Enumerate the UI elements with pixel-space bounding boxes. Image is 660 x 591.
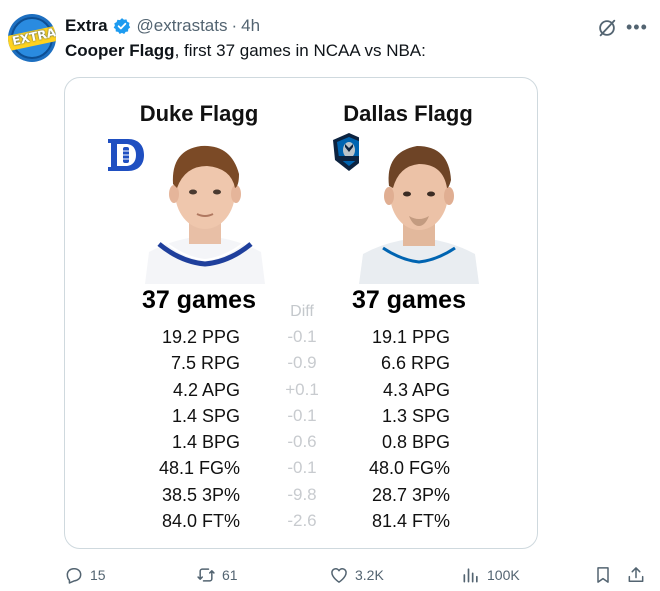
verified-badge-icon [113, 18, 130, 34]
more-icon[interactable]: ••• [626, 17, 648, 37]
right-stat: 81.4 FT% [371, 511, 450, 532]
stats-table: 19.2 PPG -0.1 19.1 PPG 7.5 RPG -0.9 6.6 … [65, 324, 537, 534]
post-text: Cooper Flagg, first 37 games in NCAA vs … [65, 41, 426, 61]
left-games-count: 37 games [142, 286, 256, 314]
right-stat: 0.8 BPG [381, 432, 450, 453]
share-button[interactable] [626, 562, 652, 588]
right-stat: 19.1 PPG [371, 327, 450, 347]
left-stat: 84.0 FT% [161, 511, 240, 532]
left-stat: 7.5 RPG [170, 353, 240, 374]
diff-stat: -2.6 [287, 511, 317, 531]
stat-row: 84.0 FT% -2.6 81.4 FT% [65, 508, 537, 534]
repost-count: 61 [222, 567, 238, 583]
right-column-title: Dallas Flagg [343, 101, 473, 126]
reply-count: 15 [90, 567, 106, 583]
grok-icon[interactable] [596, 17, 618, 39]
diff-stat: -0.1 [287, 458, 317, 478]
diff-stat: -9.8 [287, 484, 317, 504]
post-text-bold: Cooper Flagg [65, 41, 175, 60]
left-stat: 4.2 APG [172, 379, 240, 400]
diff-column-header: Diff [290, 303, 314, 320]
left-stat: 1.4 BPG [171, 432, 240, 453]
bookmark-icon [597, 567, 609, 583]
right-stat: 1.3 SPG [381, 405, 450, 426]
display-name[interactable]: Extra [65, 16, 108, 35]
media-card[interactable]: Duke Flagg Dallas Flagg [64, 77, 538, 549]
duke-player-photo [145, 130, 265, 284]
stat-row: 4.2 APG +0.1 4.3 APG [65, 377, 537, 403]
stat-row: 1.4 SPG -0.1 1.3 SPG [65, 403, 537, 429]
diff-stat: -0.9 [287, 353, 317, 373]
left-stat: 38.5 3P% [161, 484, 240, 505]
stat-row: 48.1 FG% -0.1 48.0 FG% [65, 455, 537, 481]
duke-logo-icon [108, 139, 144, 171]
handle[interactable]: @extrastats [136, 16, 228, 35]
left-stat: 1.4 SPG [171, 405, 240, 426]
views-icon [463, 568, 478, 583]
views-count: 100K [487, 567, 520, 583]
repost-icon [197, 568, 215, 582]
avatar[interactable]: EXTRA [8, 14, 56, 62]
left-stat: 48.1 FG% [158, 458, 240, 479]
mavericks-player-photo [359, 130, 479, 284]
stat-row: 1.4 BPG -0.6 0.8 BPG [65, 429, 537, 455]
views-button[interactable]: 100K [461, 562, 520, 588]
diff-stat: -0.6 [287, 432, 317, 452]
right-stat: 4.3 APG [382, 379, 450, 400]
mavericks-logo-icon [333, 133, 365, 171]
action-bar: 15 61 3.2K 100K [0, 562, 660, 588]
diff-stat: -0.1 [287, 405, 317, 425]
diff-stat: -0.1 [287, 327, 317, 346]
like-button[interactable]: 3.2K [329, 562, 384, 588]
reply-button[interactable]: 15 [64, 562, 106, 588]
stat-row: 7.5 RPG -0.9 6.6 RPG [65, 350, 537, 376]
left-stat: 19.2 PPG [161, 327, 240, 347]
left-column-title: Duke Flagg [139, 101, 259, 126]
like-count: 3.2K [355, 567, 384, 583]
post-text-rest: , first 37 games in NCAA vs NBA: [174, 41, 426, 60]
bookmark-button[interactable] [593, 562, 619, 588]
heart-icon [331, 568, 347, 583]
reply-icon [66, 568, 82, 584]
post-time[interactable]: 4h [241, 16, 261, 35]
diff-stat: +0.1 [285, 379, 319, 399]
header-separator: · [231, 16, 238, 35]
right-games-count: 37 games [352, 286, 466, 314]
post-header: Extra @extrastats · 4h [65, 15, 260, 37]
share-icon [628, 567, 644, 582]
right-stat: 48.0 FG% [368, 458, 450, 479]
right-stat: 28.7 3P% [371, 484, 450, 505]
repost-button[interactable]: 61 [196, 562, 238, 588]
stat-row: 19.2 PPG -0.1 19.1 PPG [65, 324, 537, 350]
right-stat: 6.6 RPG [380, 353, 450, 374]
stat-row: 38.5 3P% -9.8 28.7 3P% [65, 482, 537, 508]
